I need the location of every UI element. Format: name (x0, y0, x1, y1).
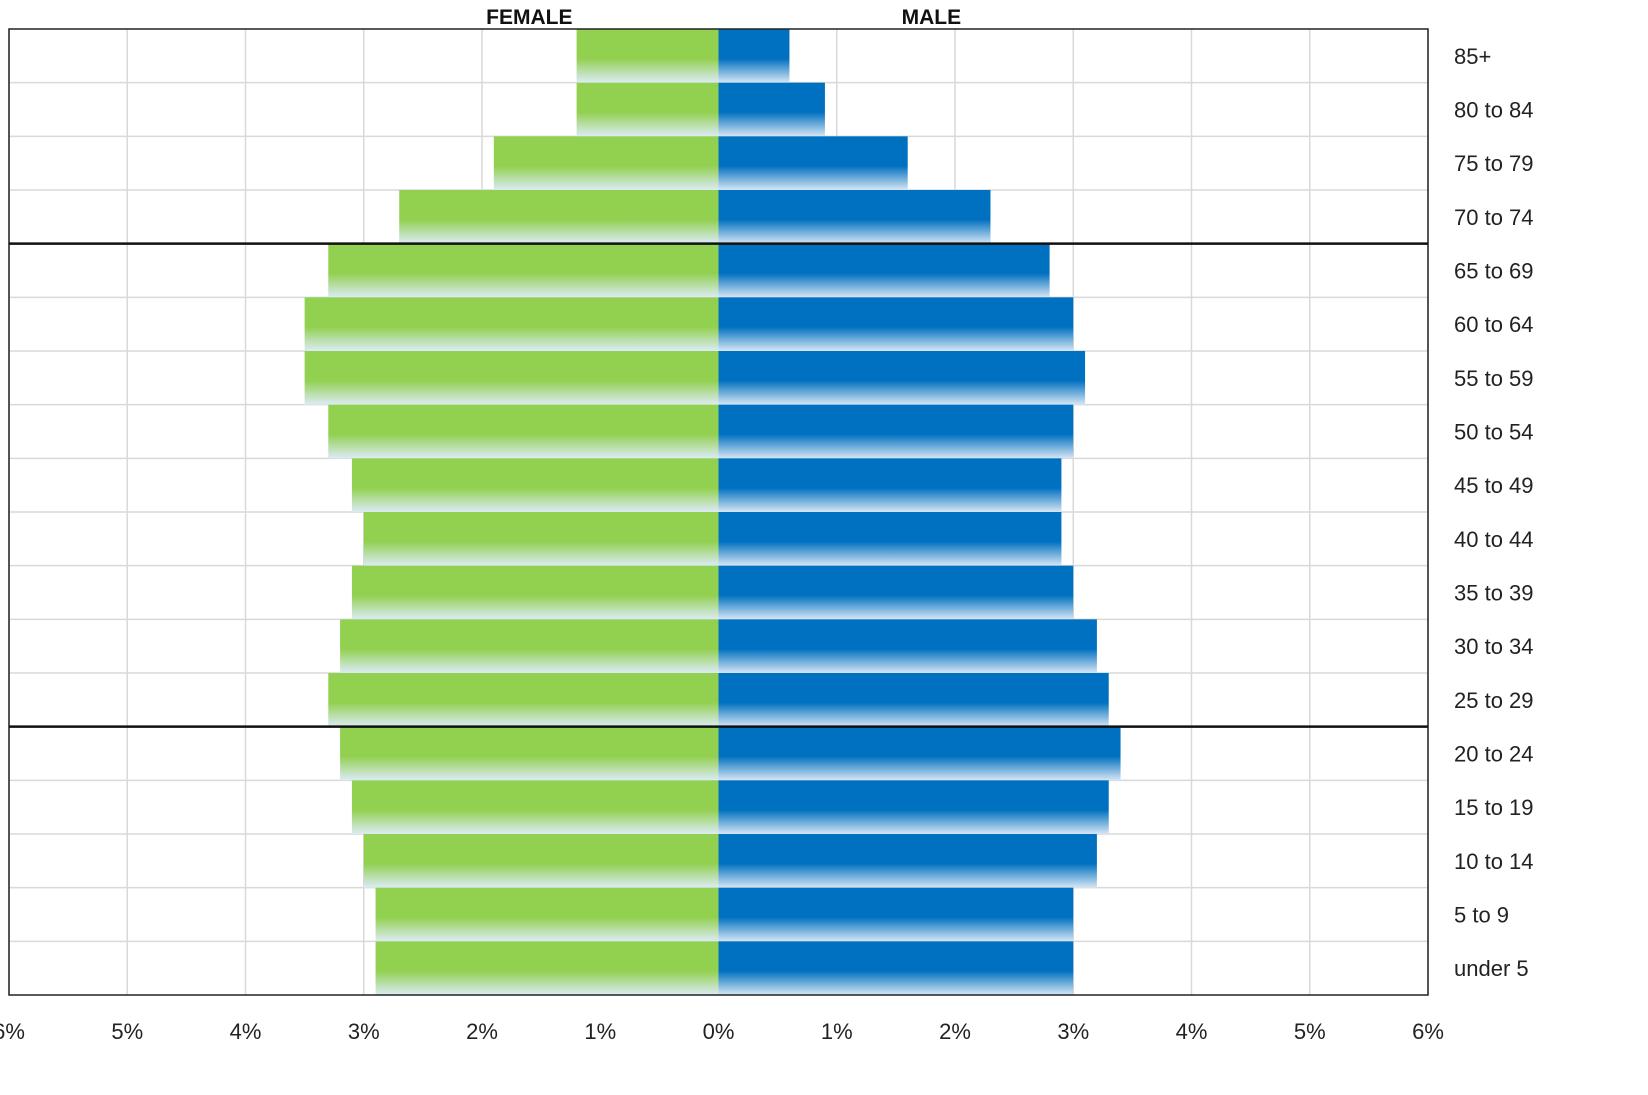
female-bar (363, 512, 719, 566)
male-bar (718, 619, 1097, 673)
male-bar (718, 404, 1074, 459)
female-bar (340, 619, 719, 673)
category-label: 20 to 24 (1454, 742, 1534, 767)
male-bar (718, 780, 1109, 834)
bars (304, 29, 1121, 995)
plot-border (8, 28, 1429, 996)
female-bar (304, 297, 719, 351)
female-bar (375, 887, 719, 942)
male-bar (718, 136, 908, 190)
category-label: 15 to 19 (1454, 795, 1534, 820)
female-bar (375, 941, 719, 995)
x-tick-label: 6% (1412, 1019, 1444, 1044)
female-bar (576, 29, 719, 83)
x-tick-label: 5% (1294, 1019, 1326, 1044)
male-bar (718, 351, 1086, 405)
category-label: 55 to 59 (1454, 366, 1534, 391)
category-label: 30 to 34 (1454, 634, 1534, 659)
male-bar (718, 243, 1050, 298)
female-bar (351, 458, 719, 512)
category-label: 75 to 79 (1454, 151, 1534, 176)
male-bar (718, 512, 1062, 566)
category-label: 85+ (1454, 44, 1491, 69)
male-bar (718, 565, 1074, 620)
x-tick-label: 4% (230, 1019, 262, 1044)
x-tick-label: 4% (1176, 1019, 1208, 1044)
x-tick-label: 0% (703, 1019, 735, 1044)
x-tick-label: 6% (0, 1019, 25, 1044)
female-bar (399, 190, 719, 244)
x-tick-label: 3% (1057, 1019, 1089, 1044)
x-tick-label: 1% (584, 1019, 616, 1044)
male-bar (718, 941, 1074, 995)
male-bar (718, 190, 991, 244)
female-bar (576, 82, 719, 137)
category-label: 50 to 54 (1454, 420, 1534, 445)
category-label: 5 to 9 (1454, 903, 1509, 928)
male-bar (718, 458, 1062, 512)
x-tick-label: 3% (348, 1019, 380, 1044)
series-header-male: MALE (902, 6, 962, 29)
male-bar (718, 673, 1109, 727)
category-label: 80 to 84 (1454, 98, 1534, 123)
x-tick-label: 2% (466, 1019, 498, 1044)
category-label: 35 to 39 (1454, 581, 1534, 606)
plot-frame (8, 28, 1429, 996)
category-label: 70 to 74 (1454, 205, 1534, 230)
female-bar (351, 565, 719, 620)
male-bar (718, 834, 1097, 888)
labels: 85+ 80 to 84 75 to 79 70 to 74 65 to 69 60 to… (0, 6, 1534, 1044)
male-bar (718, 297, 1074, 351)
x-tick-label: 1% (821, 1019, 853, 1044)
female-bar (493, 136, 719, 190)
category-label: 45 to 49 (1454, 473, 1534, 498)
male-bar (718, 29, 790, 83)
female-bar (363, 834, 719, 888)
female-bar (328, 243, 719, 298)
category-label: 40 to 44 (1454, 527, 1534, 552)
male-bar (718, 887, 1074, 942)
category-label: 60 to 64 (1454, 312, 1534, 337)
category-label: 25 to 29 (1454, 688, 1534, 713)
category-label: 10 to 14 (1454, 849, 1534, 874)
female-bar (304, 351, 719, 405)
category-label: 65 to 69 (1454, 259, 1534, 284)
category-label: under 5 (1454, 956, 1529, 981)
x-tick-label: 2% (939, 1019, 971, 1044)
female-bar (328, 404, 719, 459)
female-bar (340, 726, 719, 781)
male-bar (718, 82, 825, 137)
x-tick-label: 5% (111, 1019, 143, 1044)
female-bar (328, 673, 719, 727)
series-header-female: FEMALE (486, 6, 572, 29)
male-bar (718, 726, 1121, 781)
female-bar (351, 780, 719, 834)
